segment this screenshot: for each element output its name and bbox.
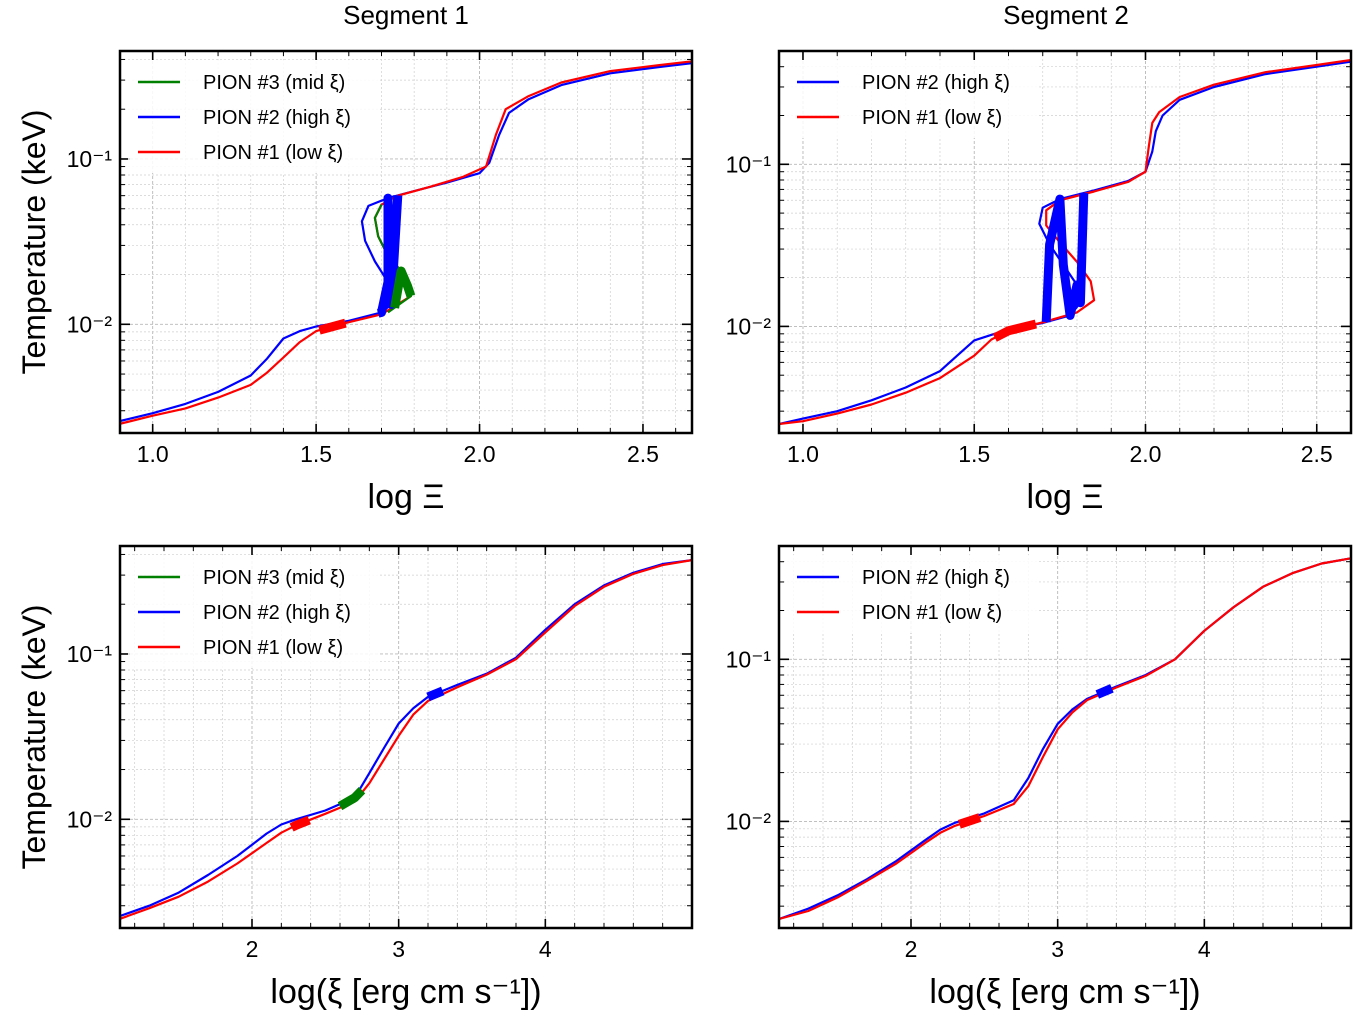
- y-tick-label: 10⁻²: [726, 808, 772, 834]
- legend: PION #2 (high ξ) PION #1 (low ξ): [787, 60, 1037, 138]
- series-line-pion-1-low-: [779, 557, 1351, 921]
- y-tick-label: 10⁻¹: [67, 146, 113, 172]
- series-line-pion-1-low-: [120, 559, 692, 920]
- legend-label: PION #2 (high ξ): [203, 602, 351, 624]
- highlight-segment-pion-3-mid-: [337, 787, 366, 811]
- x-tick-label: 2.5: [627, 441, 659, 467]
- series-lines: [120, 559, 692, 920]
- series-lines: [779, 58, 1351, 426]
- x-tick-label: 1.5: [958, 441, 990, 467]
- legend-box: [787, 555, 1037, 633]
- legend-label: PION #2 (high ξ): [862, 72, 1010, 94]
- x-axis-label: log Ξ: [1027, 478, 1104, 516]
- legend-label: PION #2 (high ξ): [203, 107, 351, 129]
- legend: PION #2 (high ξ) PION #1 (low ξ): [787, 555, 1037, 633]
- series-lines: [120, 60, 692, 425]
- legend-label: PION #1 (low ξ): [203, 637, 343, 659]
- x-tick-label: 2.0: [464, 441, 496, 467]
- legend: PION #3 (mid ξ) PION #2 (high ξ) PION #1 (…: [128, 60, 378, 173]
- highlight-segment-pion-2-high-: [1095, 684, 1114, 699]
- x-tick-label: 2.5: [1301, 441, 1333, 467]
- plot-frame: [777, 544, 1353, 930]
- highlight-segment-pion-1-low-: [957, 813, 982, 829]
- y-tick-label: 10⁻²: [67, 311, 113, 337]
- chart-panel-bottom-left: 2 3 4 10⁻² 10⁻¹ PION #3 (mid ξ) PION #2 (high …: [16, 544, 694, 1011]
- chart-panel-bottom-right: 2 3 4 10⁻² 10⁻¹ PION #2 (high ξ) PION #1 (low …: [726, 544, 1353, 1011]
- series-line-pion-2-high-: [120, 559, 692, 918]
- highlight-segment-pion-2-high-: [426, 686, 445, 702]
- x-tick-label: 2.0: [1129, 441, 1161, 467]
- y-tick-label: 10⁻²: [726, 313, 772, 339]
- legend-label: PION #1 (low ξ): [862, 107, 1002, 129]
- x-tick-label: 4: [539, 936, 552, 962]
- y-tick-label: 10⁻¹: [726, 646, 772, 672]
- x-axis-label: log(ξ [erg cm s⁻¹]): [270, 973, 541, 1011]
- plot-frame: [777, 49, 1353, 435]
- x-tick-label: 1.0: [137, 441, 169, 467]
- legend-box: [787, 60, 1037, 138]
- highlight-segment-pion-1-low-: [289, 815, 311, 832]
- x-tick-label: 3: [392, 936, 405, 962]
- legend-label: PION #1 (low ξ): [862, 602, 1002, 624]
- axis-ticks: 1.0 1.5 2.0 2.5 10⁻² 10⁻¹: [67, 51, 692, 467]
- y-tick-label: 10⁻¹: [726, 151, 772, 177]
- highlight-segment-pion-2-high-: [377, 193, 403, 318]
- column-title-segment-1: Segment 1: [343, 0, 469, 30]
- y-axis-label: Temperature (keV): [16, 110, 52, 375]
- highlight-segment-pion-1-low-: [992, 319, 1037, 342]
- x-tick-label: 4: [1198, 936, 1211, 962]
- axis-ticks: 2 3 4 10⁻² 10⁻¹: [67, 546, 693, 962]
- x-tick-label: 3: [1051, 936, 1064, 962]
- x-tick-label: 1.0: [787, 441, 819, 467]
- x-axis-label: log(ξ [erg cm s⁻¹]): [929, 973, 1200, 1011]
- y-tick-label: 10⁻²: [67, 806, 113, 832]
- x-axis-label: log Ξ: [368, 478, 445, 516]
- y-tick-label: 10⁻¹: [67, 641, 113, 667]
- highlight-segment-pion-2-high-: [1041, 192, 1089, 323]
- highlight-segment-pion-1-low-: [318, 318, 347, 335]
- series-line-pion-2-high-: [120, 62, 692, 423]
- column-title-segment-2: Segment 2: [1003, 0, 1129, 30]
- y-axis-label: Temperature (keV): [16, 605, 52, 870]
- grid: [120, 546, 693, 928]
- legend-label: PION #1 (low ξ): [203, 142, 343, 164]
- legend-label: PION #2 (high ξ): [862, 567, 1010, 589]
- highlight-segment-pion-3-mid-: [390, 266, 416, 309]
- legend-label: PION #3 (mid ξ): [203, 72, 345, 94]
- x-tick-label: 2: [246, 936, 259, 962]
- x-tick-label: 2: [905, 936, 918, 962]
- legend: PION #3 (mid ξ) PION #2 (high ξ) PION #1 (…: [128, 555, 378, 668]
- series-lines: [779, 557, 1351, 921]
- plot-frame: [118, 544, 694, 930]
- x-tick-label: 1.5: [300, 441, 332, 467]
- legend-label: PION #3 (mid ξ): [203, 567, 345, 589]
- plot-frame: [118, 49, 694, 435]
